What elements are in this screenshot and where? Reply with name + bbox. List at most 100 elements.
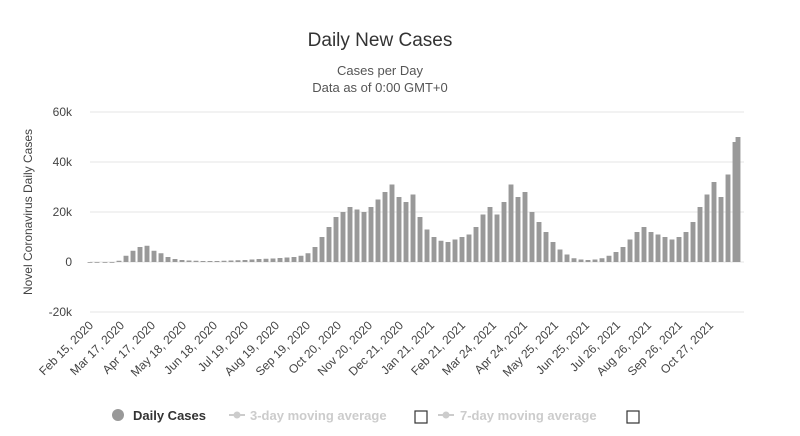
daily-cases-bar [361,212,367,262]
daily-cases-bar [711,182,717,262]
daily-cases-bar [431,237,437,262]
daily-cases-bar [94,262,100,263]
daily-cases-bar [87,262,93,263]
daily-cases-bar [564,254,570,262]
daily-cases-bar [480,214,486,262]
daily-cases-bar [522,192,528,262]
daily-cases-bar [207,261,213,262]
daily-cases-bar [368,207,374,262]
daily-cases-bar [424,229,430,262]
daily-cases-bar [613,252,619,262]
daily-cases-bar [578,259,584,262]
daily-cases-bar [116,260,122,262]
chart-subtitle-line-2: Data as of 0:00 GMT+0 [312,80,447,95]
daily-cases-bar [445,242,451,262]
daily-cases-bar [179,260,185,262]
daily-cases-bar [186,260,192,262]
daily-cases-bar [193,260,199,262]
daily-cases-bar [347,207,353,262]
daily-cases-bar [151,250,157,262]
y-tick-label: 20k [53,205,73,219]
legend: Daily Cases 3-day moving average 7-day m… [112,408,640,424]
legend-daily-cases-label: Daily Cases [133,408,206,423]
legend-item-3-day-moving-average[interactable]: 3-day moving average [229,408,387,423]
daily-cases-bar [417,217,423,262]
daily-cases-bar [515,197,521,262]
y-tick-label: 40k [53,155,73,169]
daily-cases-bar [599,258,605,262]
legend-item-daily-cases[interactable]: Daily Cases [112,408,206,423]
daily-cases-bar [333,217,339,262]
daily-cases-bar [634,232,640,262]
daily-cases-bar [501,202,507,262]
daily-cases-bar [543,232,549,262]
legend-7-day-checkbox[interactable] [626,410,640,424]
daily-cases-bar [221,260,227,262]
daily-cases-bar [452,239,458,262]
daily-cases-bar [137,247,143,262]
legend-3-day-checkbox[interactable] [414,410,428,424]
y-tick-label: -20k [49,305,73,319]
daily-cases-bar [536,222,542,262]
daily-cases-bar [298,255,304,262]
daily-cases-bar [396,197,402,262]
daily-cases-bar [690,222,696,262]
daily-cases-bar [697,207,703,262]
daily-cases-bar [410,194,416,262]
daily-cases-bar [130,250,136,262]
daily-cases-bar [571,258,577,262]
daily-cases-bar [732,142,738,262]
daily-cases-bar [109,262,115,263]
legend-item-7-day-moving-average[interactable]: 7-day moving average [438,408,597,423]
daily-cases-bars [87,137,741,263]
daily-cases-bar [438,240,444,262]
daily-cases-bar [676,237,682,262]
legend-7-day-label: 7-day moving average [460,408,597,423]
daily-cases-bar [375,199,381,262]
legend-3-day-marker-icon [233,411,241,419]
daily-cases-bar [459,237,465,262]
daily-cases-bar [382,192,388,262]
daily-cases-bar [641,227,647,262]
daily-cases-bar [228,260,234,262]
daily-cases-bar [585,260,591,262]
daily-cases-bar [704,194,710,262]
daily-cases-bar [669,239,675,262]
chart-subtitle-line-1: Cases per Day [337,63,423,78]
daily-cases-bar [718,197,724,262]
daily-cases-bar [627,239,633,262]
daily-cases-bar [144,245,150,262]
daily-cases-bar [473,227,479,262]
daily-cases-bar [592,259,598,262]
daily-cases-bar [683,232,689,262]
daily-cases-bar [319,237,325,262]
daily-cases-bar [256,259,262,262]
daily-cases-bar [249,259,255,262]
daily-cases-bar [123,255,129,262]
daily-cases-bar [326,227,332,262]
daily-cases-bar [340,212,346,262]
daily-cases-bar [158,253,164,262]
chart-title: Daily New Cases [308,30,453,51]
daily-cases-bar [235,260,241,262]
daily-cases-bar [508,184,514,262]
daily-cases-bar [263,258,269,262]
legend-7-day-marker-icon [442,411,450,419]
daily-cases-bar [403,202,409,262]
y-tick-label: 0 [65,255,72,269]
daily-cases-bar [662,237,668,262]
daily-cases-bar [214,261,220,262]
daily-cases-bar [312,247,318,262]
daily-cases-bar [284,257,290,262]
daily-cases-bar [242,260,248,262]
daily-cases-bar [389,184,395,262]
daily-cases-bar [648,232,654,262]
legend-3-day-label: 3-day moving average [250,408,387,423]
daily-cases-bar [172,259,178,262]
daily-cases-bar [487,207,493,262]
daily-cases-bar [270,258,276,262]
daily-cases-bar [725,174,731,262]
daily-cases-bar [620,247,626,262]
daily-cases-bar [200,261,206,262]
